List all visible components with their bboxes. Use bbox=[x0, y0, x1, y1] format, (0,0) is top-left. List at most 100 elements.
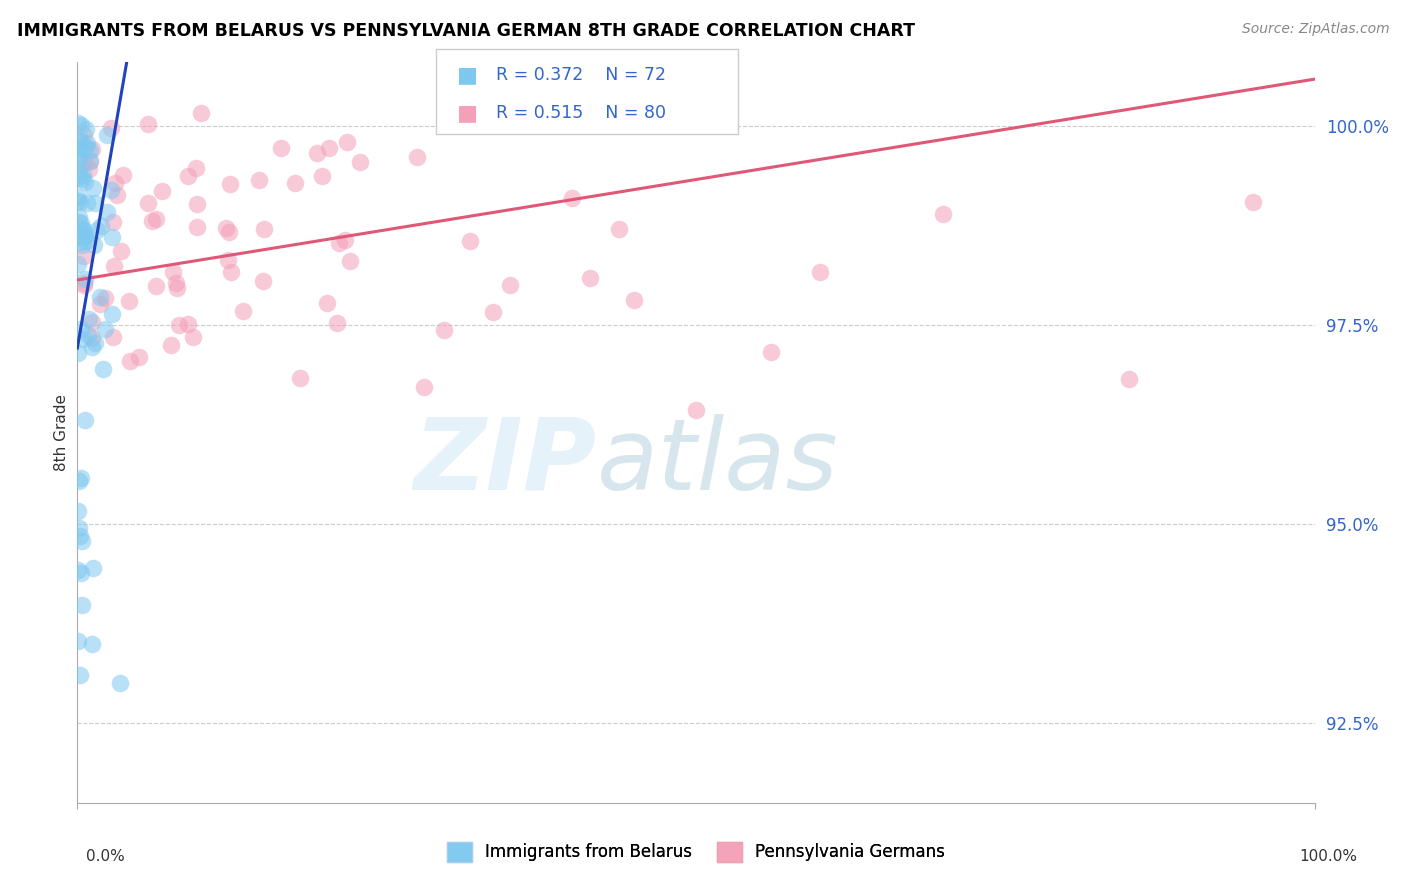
Point bbox=[66, 503, 89, 517]
Text: IMMIGRANTS FROM BELARUS VS PENNSYLVANIA GERMAN 8TH GRADE CORRELATION CHART: IMMIGRANTS FROM BELARUS VS PENNSYLVANIA … bbox=[17, 22, 915, 40]
Point bbox=[77, 328, 100, 343]
Point bbox=[70, 216, 93, 230]
Point bbox=[67, 215, 90, 229]
Point bbox=[105, 187, 128, 202]
Point bbox=[215, 220, 238, 235]
Point bbox=[333, 233, 356, 247]
Point bbox=[186, 219, 208, 234]
Point bbox=[219, 265, 242, 279]
Point bbox=[288, 371, 311, 385]
Point bbox=[232, 304, 254, 318]
Point bbox=[89, 297, 111, 311]
Point bbox=[69, 529, 91, 543]
Point bbox=[86, 223, 108, 237]
Point bbox=[458, 235, 481, 249]
Point bbox=[72, 222, 94, 236]
Point bbox=[67, 162, 90, 177]
Point bbox=[76, 196, 98, 211]
Point bbox=[69, 474, 91, 488]
Point bbox=[73, 224, 96, 238]
Point bbox=[72, 278, 94, 293]
Point bbox=[217, 252, 239, 267]
Point bbox=[433, 323, 456, 337]
Point bbox=[80, 637, 103, 651]
Point bbox=[1118, 372, 1140, 386]
Text: atlas: atlas bbox=[598, 414, 838, 511]
Point bbox=[67, 169, 90, 184]
Point bbox=[177, 318, 200, 332]
Point bbox=[66, 190, 89, 204]
Point bbox=[252, 274, 274, 288]
Point bbox=[69, 230, 91, 244]
Point bbox=[83, 237, 105, 252]
Point bbox=[218, 225, 240, 239]
Point bbox=[66, 116, 89, 130]
Point bbox=[118, 293, 141, 308]
Point bbox=[70, 533, 93, 548]
Point bbox=[80, 142, 103, 156]
Point bbox=[67, 134, 90, 148]
Text: 100.0%: 100.0% bbox=[1299, 849, 1358, 863]
Point bbox=[150, 184, 173, 198]
Point bbox=[284, 176, 307, 190]
Point bbox=[72, 168, 94, 182]
Point bbox=[79, 162, 101, 177]
Point bbox=[349, 155, 371, 169]
Point bbox=[136, 196, 159, 211]
Point bbox=[101, 230, 124, 244]
Point bbox=[69, 235, 91, 249]
Point bbox=[67, 228, 90, 243]
Point bbox=[69, 134, 91, 148]
Point bbox=[561, 191, 583, 205]
Point bbox=[247, 173, 270, 187]
Point bbox=[412, 380, 434, 394]
Point bbox=[578, 270, 600, 285]
Point bbox=[100, 120, 122, 135]
Point bbox=[70, 119, 93, 133]
Point bbox=[82, 180, 104, 194]
Point bbox=[79, 154, 101, 169]
Point bbox=[67, 345, 90, 359]
Point bbox=[759, 345, 782, 359]
Point bbox=[70, 237, 93, 252]
Point bbox=[336, 135, 359, 149]
Point bbox=[159, 338, 181, 352]
Point bbox=[76, 136, 98, 150]
Text: Source: ZipAtlas.com: Source: ZipAtlas.com bbox=[1241, 22, 1389, 37]
Point bbox=[73, 229, 96, 244]
Point bbox=[69, 194, 91, 209]
Legend: Immigrants from Belarus, Pennsylvania Germans: Immigrants from Belarus, Pennsylvania Ge… bbox=[440, 835, 952, 869]
Point bbox=[932, 207, 955, 221]
Point bbox=[176, 169, 198, 183]
Point bbox=[339, 253, 361, 268]
Point bbox=[406, 150, 429, 164]
Y-axis label: 8th Grade: 8th Grade bbox=[53, 394, 69, 471]
Point bbox=[70, 599, 93, 613]
Point bbox=[82, 561, 104, 575]
Point bbox=[184, 161, 207, 175]
Point bbox=[73, 175, 96, 189]
Point bbox=[145, 279, 167, 293]
Point bbox=[110, 244, 132, 258]
Point bbox=[70, 171, 93, 186]
Point bbox=[186, 196, 208, 211]
Point bbox=[82, 331, 104, 345]
Point bbox=[73, 272, 96, 286]
Point bbox=[110, 676, 132, 690]
Point bbox=[83, 336, 105, 351]
Point bbox=[67, 634, 90, 648]
Point bbox=[67, 563, 90, 577]
Point bbox=[311, 169, 333, 184]
Point bbox=[67, 521, 90, 535]
Point bbox=[66, 153, 89, 167]
Text: R = 0.372    N = 72: R = 0.372 N = 72 bbox=[496, 66, 666, 84]
Point bbox=[66, 194, 89, 208]
Point bbox=[253, 222, 276, 236]
Point bbox=[103, 177, 125, 191]
Point bbox=[128, 351, 150, 365]
Text: R = 0.515    N = 80: R = 0.515 N = 80 bbox=[496, 103, 666, 121]
Point bbox=[118, 353, 141, 368]
Point bbox=[808, 264, 831, 278]
Point bbox=[77, 311, 100, 326]
Point bbox=[136, 117, 159, 131]
